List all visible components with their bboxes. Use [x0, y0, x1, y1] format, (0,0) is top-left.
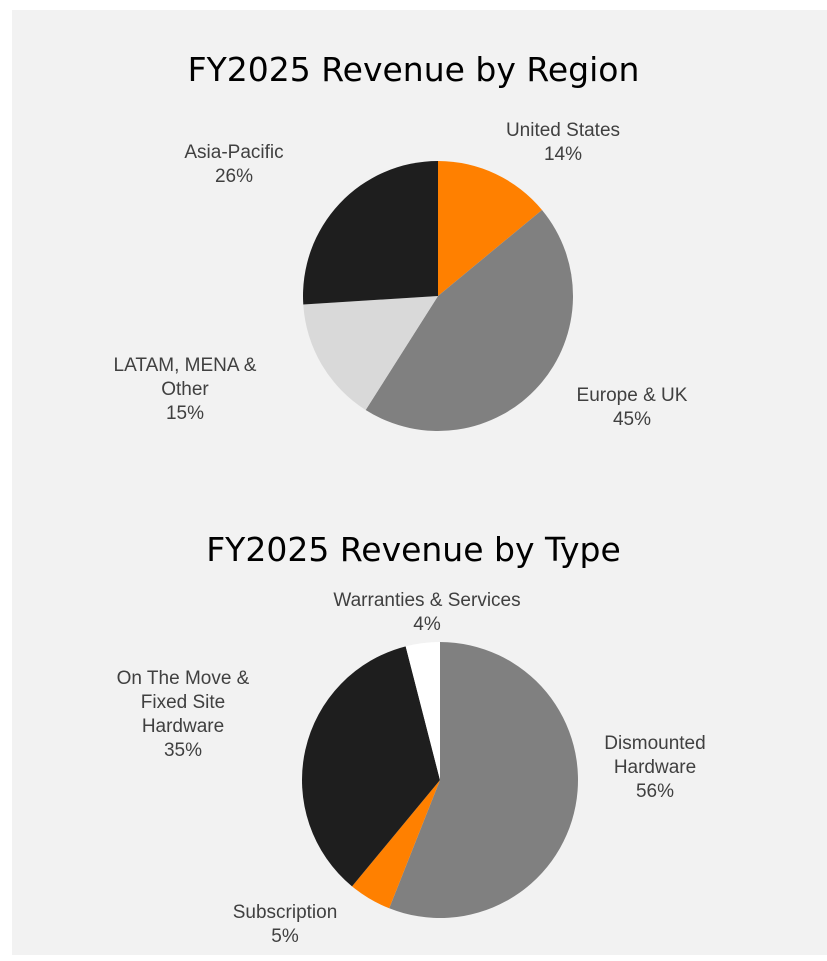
- slice-label: Asia-Pacific 26%: [134, 141, 334, 189]
- category: On The Move & Fixed Site Hardware: [116, 668, 250, 737]
- category: Subscription: [232, 902, 338, 923]
- category: United States: [505, 120, 621, 141]
- value-label: 15%: [165, 403, 205, 424]
- chart-title: FY2025 Revenue by Region: [187, 50, 640, 89]
- slice-label: Dismounted Hardware 56%: [600, 732, 710, 804]
- pie-slice: [389, 642, 578, 918]
- pie-slice: [303, 161, 438, 305]
- value-label: 35%: [163, 740, 203, 761]
- category: Europe & UK: [576, 385, 688, 406]
- value-label: 14%: [543, 144, 583, 165]
- slice-label: On The Move & Fixed Site Hardware 35%: [103, 667, 263, 763]
- value-label: 26%: [214, 166, 254, 187]
- slice-label: United States 14%: [463, 119, 663, 167]
- slice-label: Europe & UK 45%: [532, 384, 732, 432]
- value-label: 4%: [413, 614, 441, 635]
- pie-slice: [352, 780, 440, 909]
- value-label: 45%: [612, 409, 652, 430]
- slice-label: Subscription 5%: [185, 901, 385, 949]
- pie-slice: [365, 209, 573, 431]
- category: Dismounted Hardware: [604, 733, 706, 778]
- chart-title: FY2025 Revenue by Type: [206, 530, 621, 569]
- slice-label: Warranties & Services 4%: [277, 589, 577, 637]
- category: Warranties & Services: [333, 590, 521, 611]
- pie-slice: [438, 161, 543, 296]
- pie-slice: [302, 646, 440, 887]
- value-label: 5%: [271, 926, 299, 947]
- pie-slice: [303, 296, 438, 410]
- value-label: 56%: [635, 781, 675, 802]
- category: Asia-Pacific: [184, 142, 284, 163]
- category: LATAM, MENA & Other: [113, 355, 257, 400]
- pie-slice: [405, 642, 440, 780]
- slice-label: LATAM, MENA & Other 15%: [110, 354, 260, 426]
